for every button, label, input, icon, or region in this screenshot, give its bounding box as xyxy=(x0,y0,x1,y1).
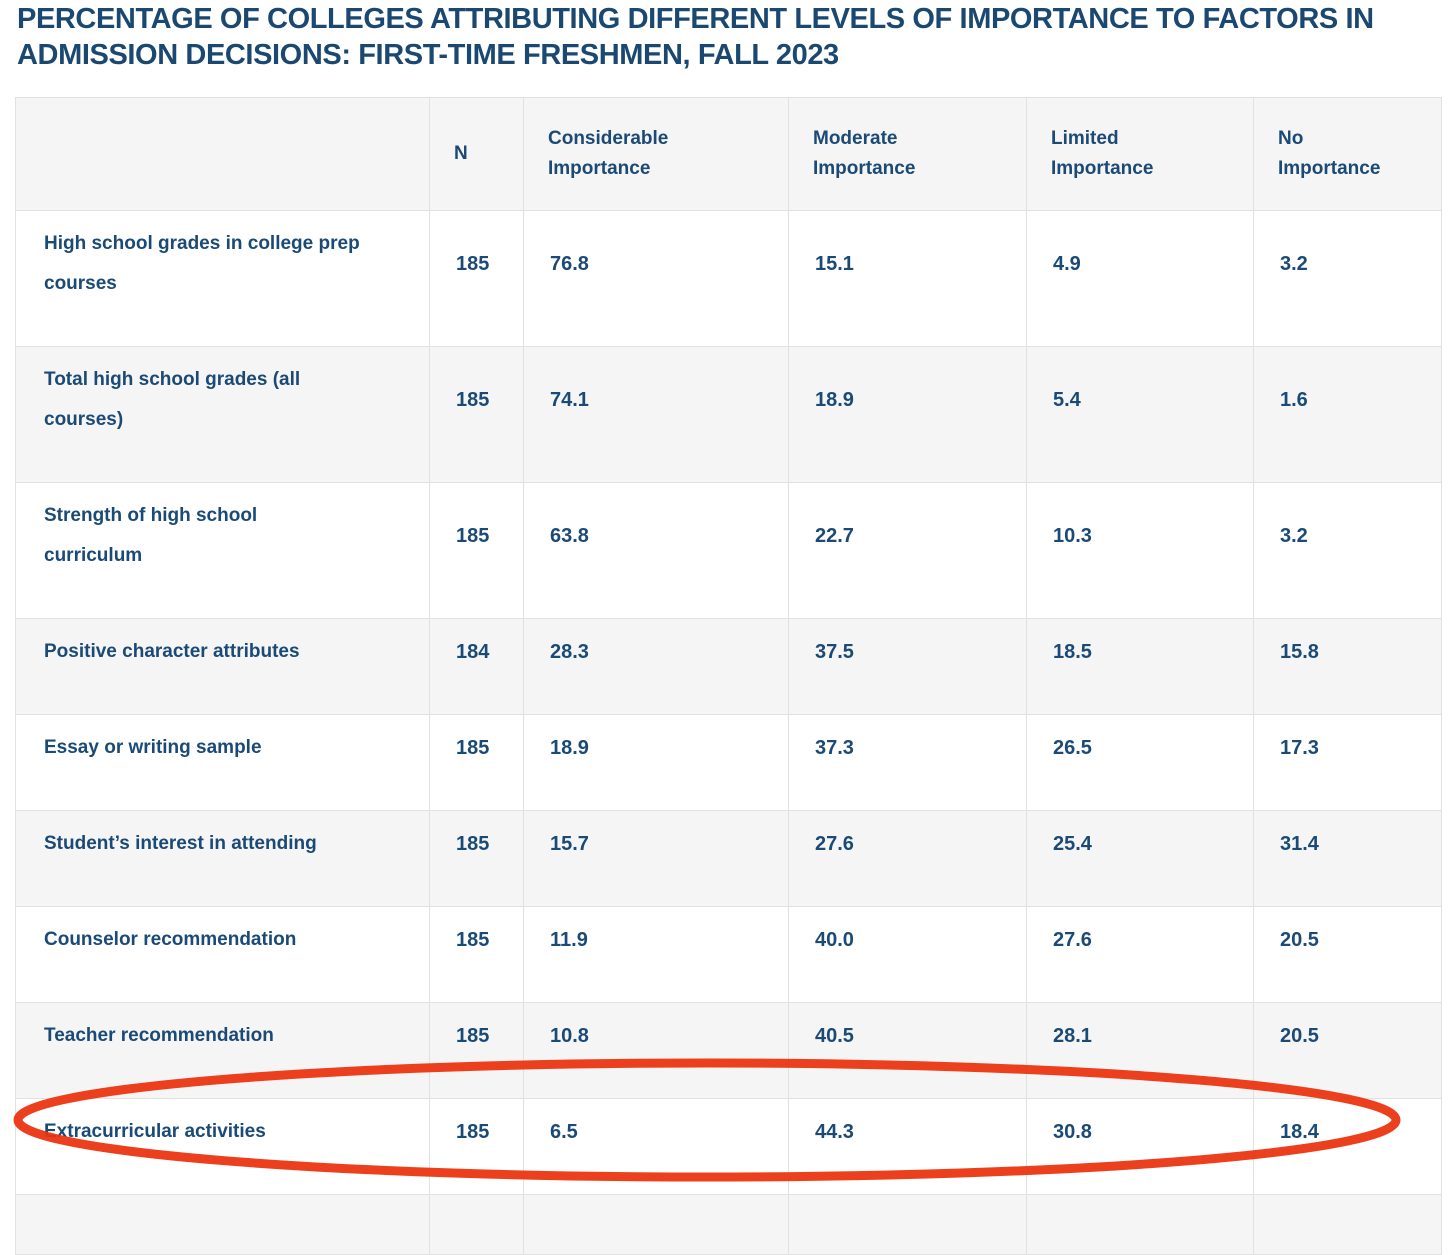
table-row: Counselor recommendation 185 11.9 40.0 2… xyxy=(15,906,1442,1003)
page-title: PERCENTAGE OF COLLEGES ATTRIBUTING DIFFE… xyxy=(17,3,1374,71)
cell-limited: 18.5 xyxy=(1026,618,1254,715)
header-n: N xyxy=(429,97,524,211)
cell-considerable: 74.1 xyxy=(523,346,789,483)
admissions-factors-table: N Considerable Importance Moderate Impor… xyxy=(15,97,1442,1255)
cell-moderate: 22.7 xyxy=(788,482,1027,619)
cell-considerable: 63.8 xyxy=(523,482,789,619)
cell-n: 185 xyxy=(429,210,524,347)
cell-n: 184 xyxy=(429,618,524,715)
cell-no: 20.5 xyxy=(1253,1002,1442,1099)
cell-limited: 30.8 xyxy=(1026,1098,1254,1195)
cell-considerable: 10.8 xyxy=(523,1002,789,1099)
cell-empty xyxy=(788,1194,1027,1255)
cell-moderate: 27.6 xyxy=(788,810,1027,907)
cell-limited: 4.9 xyxy=(1026,210,1254,347)
row-label: Teacher recommendation xyxy=(15,1002,430,1099)
cell-considerable: 18.9 xyxy=(523,714,789,811)
row-label: Extracurricular activities xyxy=(15,1098,430,1195)
table-row-clipped xyxy=(15,1194,1442,1255)
table-row: Student’s interest in attending 185 15.7… xyxy=(15,810,1442,907)
cell-moderate: 40.0 xyxy=(788,906,1027,1003)
cell-moderate: 37.5 xyxy=(788,618,1027,715)
row-label: Positive character attributes xyxy=(15,618,430,715)
header-no-importance: No Importance xyxy=(1253,97,1442,211)
header-considerable-importance: Considerable Importance xyxy=(523,97,789,211)
header-moderate-importance: Moderate Importance xyxy=(788,97,1027,211)
cell-n: 185 xyxy=(429,906,524,1003)
cell-no: 15.8 xyxy=(1253,618,1442,715)
cell-empty xyxy=(523,1194,789,1255)
cell-moderate: 40.5 xyxy=(788,1002,1027,1099)
cell-n: 185 xyxy=(429,482,524,619)
table-row: Total high school grades (all courses) 1… xyxy=(15,346,1442,483)
cell-considerable: 11.9 xyxy=(523,906,789,1003)
cell-n: 185 xyxy=(429,714,524,811)
cell-no: 3.2 xyxy=(1253,210,1442,347)
cell-empty xyxy=(1026,1194,1254,1255)
table-row: Teacher recommendation 185 10.8 40.5 28.… xyxy=(15,1002,1442,1099)
row-label: Total high school grades (all courses) xyxy=(15,346,430,483)
cell-empty xyxy=(15,1194,430,1255)
cell-limited: 26.5 xyxy=(1026,714,1254,811)
cell-n: 185 xyxy=(429,1002,524,1099)
cell-considerable: 76.8 xyxy=(523,210,789,347)
row-label: Counselor recommendation xyxy=(15,906,430,1003)
cell-limited: 25.4 xyxy=(1026,810,1254,907)
row-label: Student’s interest in attending xyxy=(15,810,430,907)
cell-moderate: 37.3 xyxy=(788,714,1027,811)
table-row-highlighted: Extracurricular activities 185 6.5 44.3 … xyxy=(15,1098,1442,1195)
cell-limited: 10.3 xyxy=(1026,482,1254,619)
cell-considerable: 15.7 xyxy=(523,810,789,907)
cell-n: 185 xyxy=(429,810,524,907)
cell-no: 20.5 xyxy=(1253,906,1442,1003)
cell-no: 17.3 xyxy=(1253,714,1442,811)
table-row: Essay or writing sample 185 18.9 37.3 26… xyxy=(15,714,1442,811)
header-limited-importance: Limited Importance xyxy=(1026,97,1254,211)
table-row: High school grades in college prep cours… xyxy=(15,210,1442,347)
cell-no: 3.2 xyxy=(1253,482,1442,619)
cell-n: 185 xyxy=(429,346,524,483)
header-factor xyxy=(15,97,430,211)
cell-n: 185 xyxy=(429,1098,524,1195)
table-row: Strength of high school curriculum 185 6… xyxy=(15,482,1442,619)
cell-moderate: 15.1 xyxy=(788,210,1027,347)
cell-no: 31.4 xyxy=(1253,810,1442,907)
table-row: Positive character attributes 184 28.3 3… xyxy=(15,618,1442,715)
cell-limited: 27.6 xyxy=(1026,906,1254,1003)
cell-limited: 5.4 xyxy=(1026,346,1254,483)
row-label: Essay or writing sample xyxy=(15,714,430,811)
cell-empty xyxy=(1253,1194,1442,1255)
row-label: High school grades in college prep cours… xyxy=(15,210,430,347)
cell-considerable: 28.3 xyxy=(523,618,789,715)
cell-empty xyxy=(429,1194,524,1255)
cell-moderate: 44.3 xyxy=(788,1098,1027,1195)
cell-moderate: 18.9 xyxy=(788,346,1027,483)
table-header-row: N Considerable Importance Moderate Impor… xyxy=(15,97,1442,211)
row-label: Strength of high school curriculum xyxy=(15,482,430,619)
cell-limited: 28.1 xyxy=(1026,1002,1254,1099)
cell-no: 18.4 xyxy=(1253,1098,1442,1195)
cell-no: 1.6 xyxy=(1253,346,1442,483)
cell-considerable: 6.5 xyxy=(523,1098,789,1195)
